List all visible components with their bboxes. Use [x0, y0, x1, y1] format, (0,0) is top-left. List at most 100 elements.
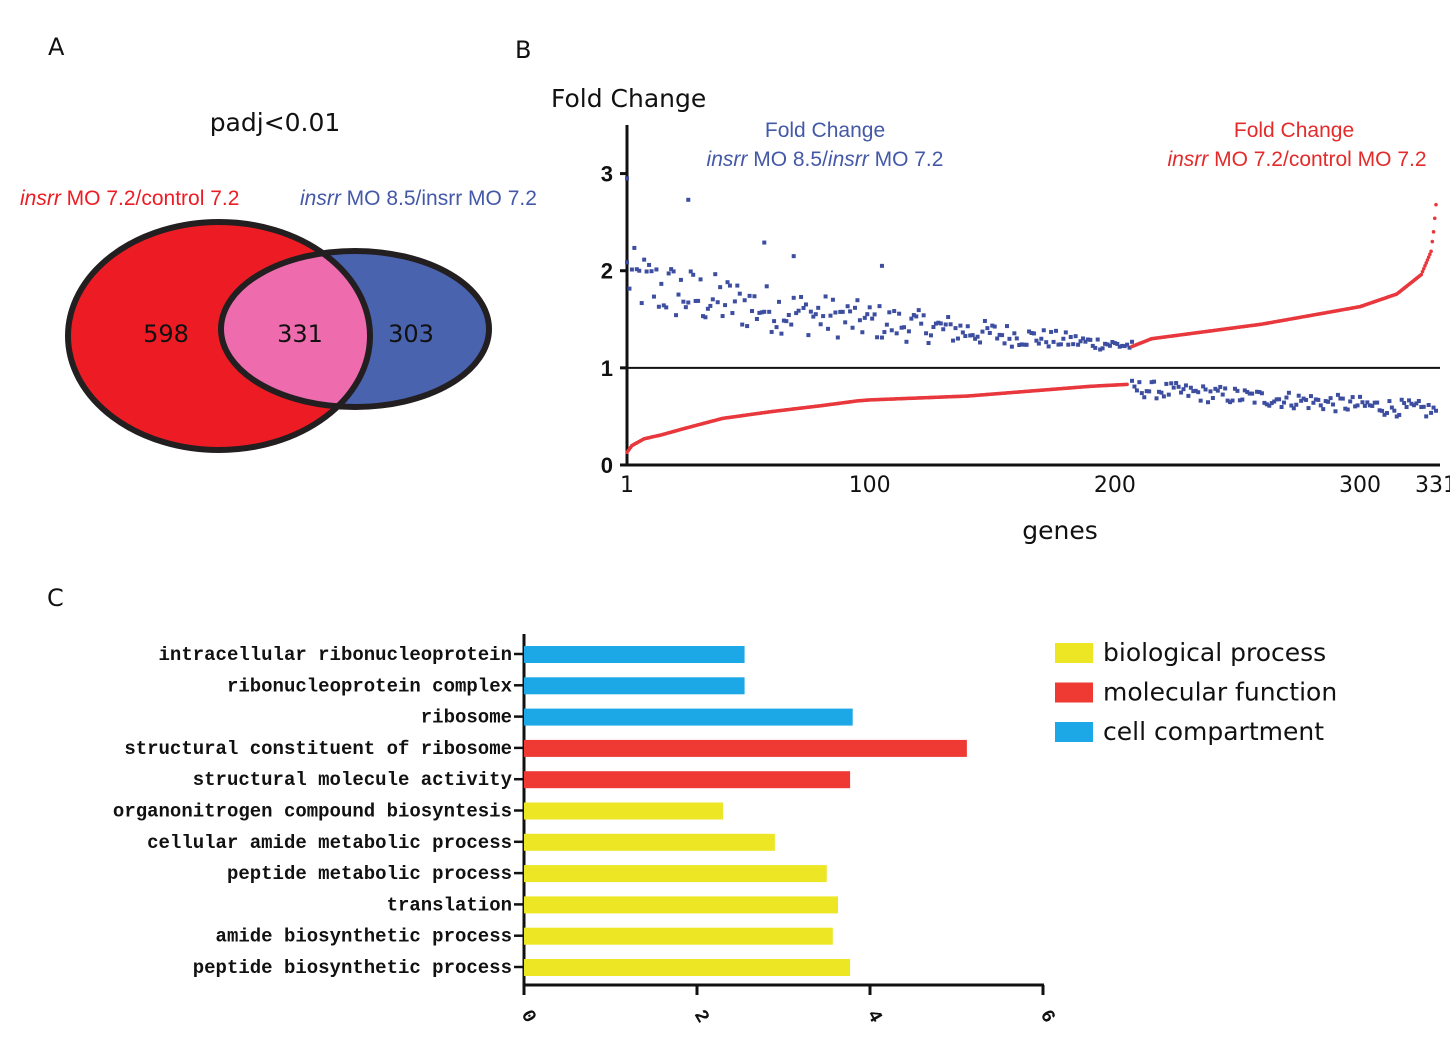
bar-legend: biological process molecular function cell…	[1055, 638, 1337, 746]
scatter-point-blue	[1134, 388, 1139, 393]
scatter-point-blue	[955, 336, 960, 341]
scatter-point-blue	[916, 308, 921, 313]
scatter-point-blue	[1272, 399, 1277, 404]
scatter-point-blue	[1434, 408, 1438, 413]
scatter-point-blue	[1372, 400, 1377, 405]
scatter-point-blue	[1208, 389, 1213, 394]
scatter-point-blue	[669, 267, 674, 272]
scatter-point-blue	[1252, 400, 1257, 405]
scatter-point-blue	[762, 240, 767, 245]
scatter-point-blue	[1333, 409, 1338, 414]
scatter-point-blue	[732, 299, 737, 304]
scatter-point-blue	[1196, 390, 1201, 395]
scatter-point-blue	[774, 325, 779, 330]
scatter-point-blue	[1130, 339, 1135, 344]
scatter-point-blue	[921, 313, 926, 318]
scatter-axes: 01231100200300331	[601, 125, 1450, 498]
scatter-point-blue	[786, 312, 791, 317]
bar-x-tick-label: 0	[516, 1006, 541, 1027]
scatter-point-blue	[835, 335, 840, 340]
venn-outline-left	[65, 219, 373, 453]
scatter-point-blue	[666, 271, 671, 276]
scatter-point-blue	[965, 324, 970, 329]
scatter-point-blue	[1274, 397, 1279, 402]
scatter-point-blue	[848, 309, 853, 314]
y-tick-label: 2	[601, 259, 613, 284]
scatter-point-blue	[1100, 346, 1105, 351]
scatter-point-blue	[1186, 393, 1191, 398]
legend-label: cell compartment	[1103, 717, 1324, 746]
scatter-point-blue	[1301, 396, 1306, 401]
scatter-point-blue	[1360, 400, 1365, 405]
scatter-point-blue	[963, 334, 968, 339]
scatter-point-blue	[762, 309, 767, 314]
scatter-point-blue	[1247, 391, 1252, 396]
scatter-point-blue	[1034, 338, 1039, 343]
scatter-point-blue	[1046, 344, 1051, 349]
venn-outline-right	[218, 248, 492, 410]
scatter-point-blue	[789, 322, 794, 327]
x-tick-label: 300	[1339, 473, 1381, 498]
scatter-point-blue	[1125, 342, 1130, 347]
scatter-point-blue	[757, 310, 762, 315]
legend-swatch	[1055, 643, 1093, 663]
scatter-point-blue	[686, 300, 691, 305]
venn-left-only-count: 598	[143, 320, 189, 348]
scatter-point-blue	[779, 331, 784, 336]
scatter-point-blue	[1137, 380, 1142, 385]
scatter-point-blue	[897, 311, 902, 316]
scatter-point-blue	[654, 267, 659, 272]
scatter-point-blue	[877, 304, 882, 309]
y-tick-label: 3	[601, 162, 613, 187]
scatter-point-blue	[1343, 406, 1348, 411]
scatter-point-blue	[1107, 343, 1112, 348]
scatter-point-blue	[887, 310, 892, 315]
bar	[524, 865, 827, 883]
scatter-point-blue	[960, 330, 965, 335]
scatter-point-blue	[948, 322, 953, 327]
scatter-point-blue	[1235, 388, 1240, 393]
scatter-point-blue	[1308, 394, 1313, 399]
legend-swatch	[1055, 722, 1093, 742]
scatter-point-blue	[1206, 400, 1211, 405]
scatter-point-blue	[759, 310, 764, 315]
scatter-point-blue	[1277, 397, 1282, 402]
bar-x-tick-label: 4	[862, 1006, 887, 1027]
venn-overlap	[221, 251, 370, 407]
scatter-point-blue	[919, 321, 924, 326]
scatter-point-blue	[1039, 336, 1044, 341]
scatter-point-blue	[1201, 384, 1206, 389]
scatter-point-blue	[681, 299, 686, 304]
scatter-point-blue	[1392, 408, 1397, 413]
scatter-points	[625, 176, 1438, 455]
scatter-point-blue	[1294, 402, 1299, 407]
scatter-point-blue	[838, 309, 843, 314]
scatter-point-blue	[1122, 344, 1127, 349]
scatter-point-blue	[1262, 400, 1267, 405]
scatter-point-blue	[818, 322, 823, 327]
panel-c-letter: C	[47, 584, 64, 612]
scatter-point-blue	[703, 315, 708, 320]
y-tick-label: 1	[601, 356, 613, 381]
scatter-point-blue	[1022, 342, 1027, 347]
scatter-point-blue	[1213, 386, 1218, 391]
scatter-point-blue	[821, 314, 826, 319]
scatter-point-blue	[1331, 402, 1336, 407]
scatter-point-blue	[1198, 398, 1203, 403]
scatter-point-blue	[1203, 387, 1208, 392]
venn-right-only-count: 303	[388, 320, 434, 348]
scatter-point-blue	[627, 286, 632, 291]
scatter-point-blue	[1431, 405, 1436, 410]
scatter-point-blue	[1370, 403, 1375, 408]
scatter-point-blue	[1397, 412, 1402, 417]
scatter-point-blue	[1176, 384, 1181, 389]
scatter-point-red	[1425, 258, 1430, 262]
scatter-point-blue	[1031, 331, 1036, 336]
scatter-point-blue	[1117, 344, 1122, 349]
scatter-point-blue	[1058, 342, 1063, 347]
scatter-point-blue	[1103, 341, 1108, 346]
scatter-point-blue	[1223, 386, 1228, 391]
scatter-point-blue	[1340, 396, 1345, 401]
scatter-point-blue	[1120, 343, 1125, 348]
scatter-point-blue	[1426, 403, 1431, 408]
